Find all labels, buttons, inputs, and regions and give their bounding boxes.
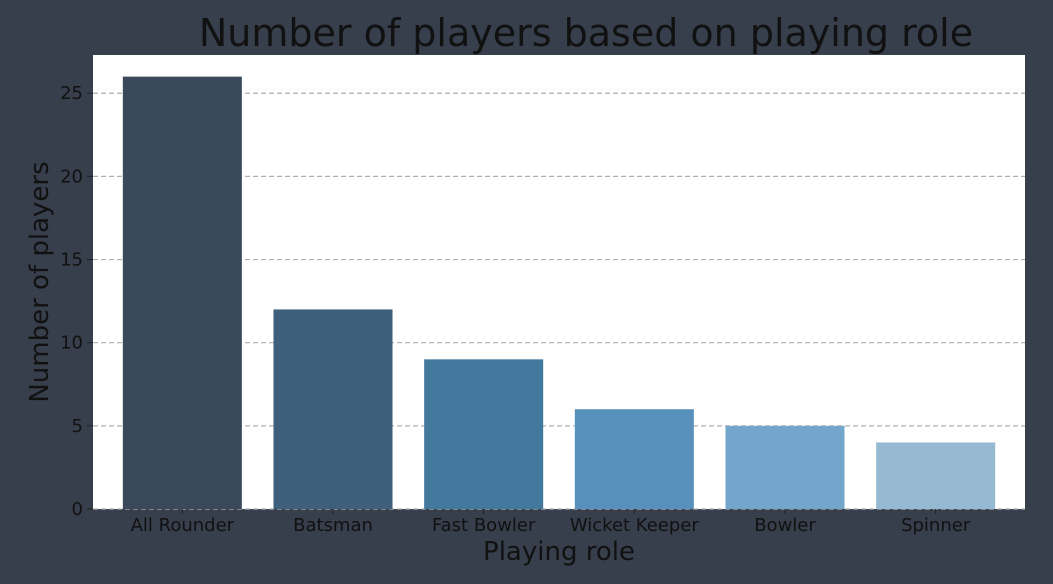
y-axis-ticks: 0 5 10 15 20 25 [60,83,93,520]
x-tick-label-batsman: Batsman [293,515,373,536]
x-tick-label-wicket-keeper: Wicket Keeper [570,515,699,536]
x-axis-ticks: All Rounder Batsman Fast Bowler Wicket Keep… [131,509,971,536]
x-axis-label: Playing role [483,537,635,567]
x-tick-label-spinner: Spinner [901,515,971,536]
bar-fast-bowler [424,359,544,509]
bars [122,76,996,509]
x-tick-label-all-rounder: All Rounder [131,515,235,536]
x-tick-label-fast-bowler: Fast Bowler [432,515,536,536]
bar-batsman [273,309,393,509]
chart-title: Number of players based on playing role [199,11,973,55]
y-tick-label-5: 5 [72,416,83,437]
grid-lines [93,92,1025,510]
bar-wicket-keeper [574,409,694,509]
x-tick-label-bowler: Bowler [754,515,816,536]
plot-area [93,55,1025,509]
bar-spinner [876,442,996,509]
bar-bowler [725,425,845,509]
bar-all-rounder [122,76,242,509]
y-tick-label-25: 25 [60,83,83,104]
y-tick-label-0: 0 [72,499,83,520]
y-tick-label-15: 15 [60,250,83,271]
y-axis-label: Number of players [25,161,55,402]
y-tick-label-10: 10 [60,333,83,354]
y-tick-label-20: 20 [60,166,83,187]
